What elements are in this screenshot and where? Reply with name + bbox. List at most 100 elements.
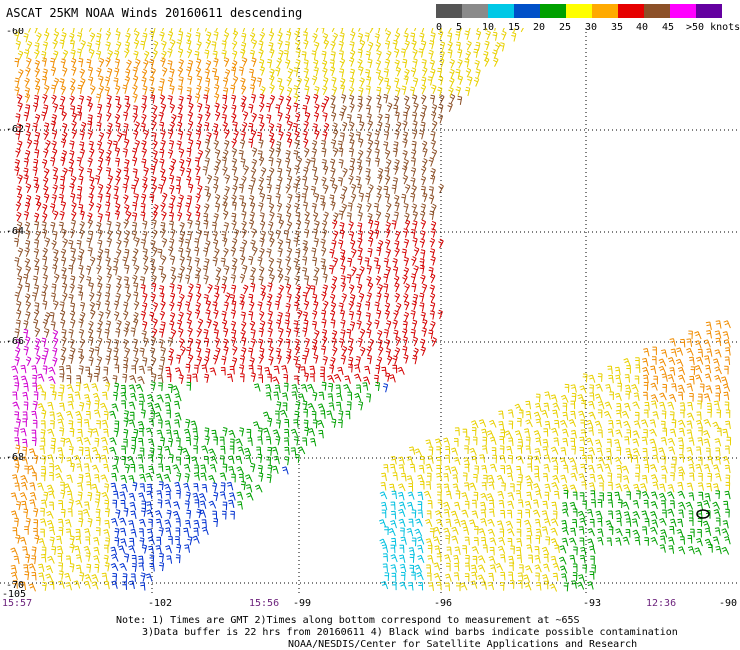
wind-barb	[414, 564, 423, 573]
wind-barb	[16, 193, 23, 203]
wind-barb	[323, 300, 329, 311]
wind-barb	[20, 428, 27, 437]
wind-barb	[456, 582, 461, 592]
wind-barb	[198, 493, 207, 502]
wind-barb	[256, 446, 262, 456]
wind-barb	[310, 285, 316, 295]
wind-barb	[591, 564, 596, 574]
wind-barb	[179, 221, 185, 232]
wind-barb	[74, 391, 81, 400]
wind-barb	[702, 520, 711, 529]
wind-barb	[348, 86, 355, 97]
wind-barb	[267, 327, 273, 338]
wind-barb	[589, 518, 595, 528]
wind-barb	[649, 419, 657, 428]
wind-barb	[14, 427, 19, 437]
wind-barb	[688, 330, 693, 340]
wind-barb	[678, 374, 686, 383]
wind-barb	[265, 384, 272, 393]
wind-barb	[517, 445, 523, 454]
wind-barb	[77, 111, 83, 121]
wind-barb	[11, 365, 19, 374]
wind-barb	[406, 475, 414, 484]
wind-barb	[267, 266, 274, 277]
wind-barb	[391, 490, 397, 500]
wind-barb	[376, 86, 382, 96]
wind-barb	[105, 167, 111, 177]
wind-barb	[43, 148, 49, 158]
wind-barb	[444, 465, 452, 474]
wind-barb	[383, 131, 390, 141]
wind-barb	[73, 454, 82, 463]
wind-barb	[104, 483, 110, 493]
wind-barb	[95, 527, 101, 536]
wind-barb	[78, 264, 84, 275]
wind-barb	[41, 228, 48, 239]
wind-barb	[313, 192, 320, 203]
wind-barb	[427, 572, 432, 582]
wind-barb	[321, 336, 328, 346]
wind-barb	[42, 176, 49, 187]
wind-barb	[160, 176, 167, 186]
wind-barb	[508, 455, 513, 464]
legend-label: 40	[636, 22, 649, 33]
wind-barb	[617, 382, 622, 392]
wind-barb	[595, 439, 603, 448]
wind-barb	[450, 466, 459, 475]
wind-barb	[205, 39, 212, 49]
wind-barb	[116, 319, 122, 330]
wind-barb	[421, 59, 427, 69]
wind-barb	[477, 564, 486, 573]
wind-barb	[269, 94, 276, 105]
wind-barb	[310, 185, 316, 196]
wind-barb	[338, 210, 344, 220]
wind-barb	[194, 238, 200, 248]
wind-barb	[278, 28, 282, 33]
wind-barb	[177, 113, 183, 123]
wind-barb	[158, 265, 164, 276]
wind-barb	[214, 292, 220, 303]
wind-barb	[174, 412, 182, 421]
wind-barb	[186, 211, 192, 221]
wind-barb	[577, 394, 585, 403]
wind-barb	[535, 490, 542, 499]
wind-barb	[160, 57, 166, 67]
wind-barb	[14, 382, 20, 392]
wind-barb	[278, 284, 285, 295]
wind-barb	[467, 76, 473, 86]
wind-barb	[17, 50, 24, 61]
wind-barb	[121, 483, 128, 493]
wind-barb	[194, 246, 200, 257]
wind-barb	[589, 545, 596, 555]
wind-barb	[293, 93, 299, 103]
wind-barb	[270, 28, 273, 33]
wind-barb	[489, 508, 495, 518]
wind-barb	[260, 291, 266, 301]
wind-barb	[286, 221, 293, 231]
wind-barb	[69, 462, 75, 472]
wind-barb	[239, 255, 246, 266]
wind-barb	[84, 501, 90, 510]
wind-barb	[96, 32, 102, 43]
wind-barb	[550, 555, 557, 565]
wind-barb	[412, 336, 419, 347]
wind-barb	[350, 193, 357, 203]
wind-barb	[230, 320, 237, 331]
wind-barb	[105, 111, 112, 122]
wind-barb	[76, 463, 83, 472]
wind-barb	[652, 356, 657, 365]
wind-barb	[61, 111, 67, 121]
wind-barb	[328, 402, 335, 411]
wind-barb	[50, 321, 56, 331]
wind-barb	[335, 384, 341, 394]
wind-barb	[42, 93, 48, 104]
wind-barb	[340, 249, 346, 259]
wind-barb	[542, 473, 549, 482]
wind-barb	[166, 409, 171, 419]
wind-barb	[634, 472, 640, 482]
wind-barb	[430, 301, 436, 312]
wind-barb	[606, 537, 612, 546]
wind-barb	[116, 229, 122, 240]
wind-barb	[356, 302, 362, 312]
wind-barb	[393, 165, 399, 175]
